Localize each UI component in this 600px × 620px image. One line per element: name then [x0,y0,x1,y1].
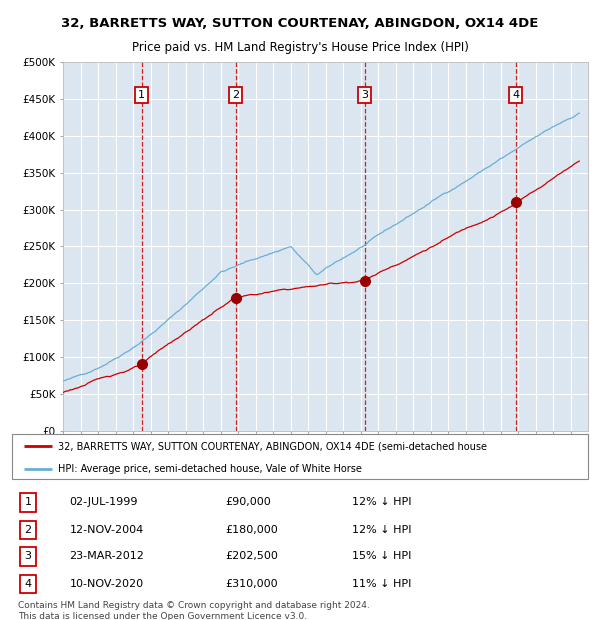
Text: 4: 4 [25,579,32,589]
Text: 4: 4 [512,90,519,100]
Text: 3: 3 [361,90,368,100]
Text: 2: 2 [232,90,239,100]
FancyBboxPatch shape [12,434,588,479]
Text: 32, BARRETTS WAY, SUTTON COURTENAY, ABINGDON, OX14 4DE: 32, BARRETTS WAY, SUTTON COURTENAY, ABIN… [61,17,539,30]
Text: 15% ↓ HPI: 15% ↓ HPI [352,551,411,561]
Text: £90,000: £90,000 [225,497,271,507]
Text: 12% ↓ HPI: 12% ↓ HPI [352,525,412,535]
Text: 11% ↓ HPI: 11% ↓ HPI [352,579,411,589]
Text: Contains HM Land Registry data © Crown copyright and database right 2024.
This d: Contains HM Land Registry data © Crown c… [18,601,370,620]
Text: £310,000: £310,000 [225,579,278,589]
Text: 12-NOV-2004: 12-NOV-2004 [70,525,144,535]
Text: £180,000: £180,000 [225,525,278,535]
Text: 2: 2 [25,525,32,535]
Text: 1: 1 [138,90,145,100]
Text: Price paid vs. HM Land Registry's House Price Index (HPI): Price paid vs. HM Land Registry's House … [131,41,469,54]
Text: 1: 1 [25,497,32,507]
Text: 3: 3 [25,551,32,561]
Text: 23-MAR-2012: 23-MAR-2012 [70,551,145,561]
Text: £202,500: £202,500 [225,551,278,561]
Text: HPI: Average price, semi-detached house, Vale of White Horse: HPI: Average price, semi-detached house,… [58,464,362,474]
Text: 02-JUL-1999: 02-JUL-1999 [70,497,138,507]
Text: 10-NOV-2020: 10-NOV-2020 [70,579,144,589]
Text: 12% ↓ HPI: 12% ↓ HPI [352,497,412,507]
Text: 32, BARRETTS WAY, SUTTON COURTENAY, ABINGDON, OX14 4DE (semi-detached house: 32, BARRETTS WAY, SUTTON COURTENAY, ABIN… [58,441,487,451]
